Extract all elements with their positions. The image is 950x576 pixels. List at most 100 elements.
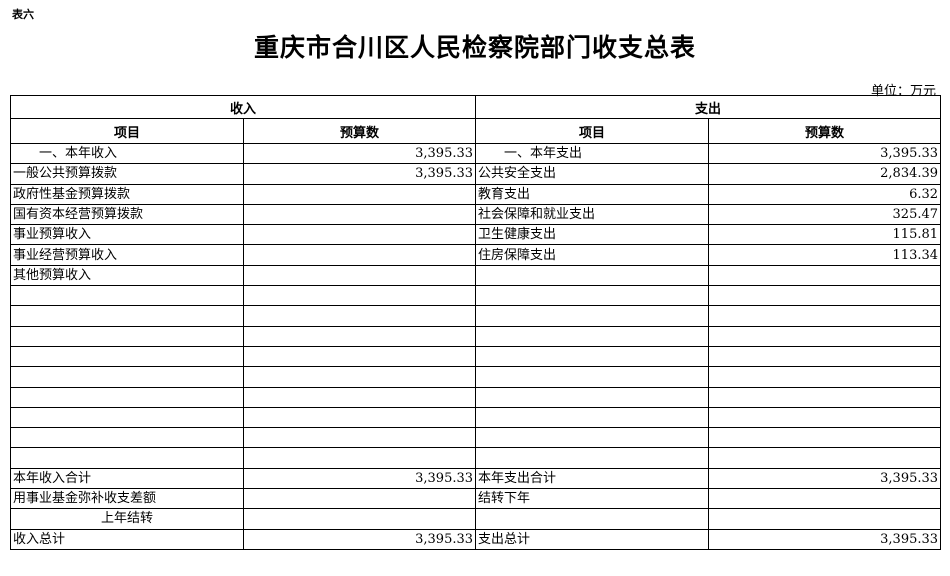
expense-value-cell (708, 427, 942, 449)
income-value-cell: 3,395.33 (242, 528, 477, 550)
expense-value-cell (708, 285, 942, 307)
expense-item-cell (475, 264, 710, 287)
income-item-cell (10, 447, 244, 469)
expense-item-cell: 结转下年 (475, 488, 710, 510)
expense-value-cell: 113.34 (708, 244, 942, 266)
income-value-cell: 3,395.33 (242, 142, 477, 165)
income-item-cell: 上年结转 (10, 508, 244, 530)
income-item-cell (10, 366, 244, 388)
table-row (10, 325, 942, 347)
table-row: 国有资本经营预算拨款 社会保障和就业支出 325.47 (10, 203, 942, 226)
income-budget-header: 预算数 (242, 118, 477, 144)
table-row: 本年收入合计 3,395.33 本年支出合计 3,395.33 (10, 467, 942, 490)
income-item-header: 项目 (10, 118, 244, 144)
expense-budget-header: 预算数 (708, 118, 942, 144)
income-item-cell: 收入总计 (10, 528, 244, 550)
expense-value-cell: 325.47 (708, 203, 942, 226)
income-item-cell (10, 305, 244, 327)
income-item-cell: 政府性基金预算拨款 (10, 183, 244, 205)
expense-value-cell (708, 406, 942, 429)
expense-header: 支出 (475, 95, 942, 119)
expense-item-cell (475, 447, 710, 469)
income-value-cell (242, 325, 477, 347)
expense-value-cell: 3,395.33 (708, 467, 942, 490)
page-title: 重庆市合川区人民检察院部门收支总表 (253, 33, 696, 62)
expense-value-cell (708, 386, 942, 408)
expense-item-cell (475, 305, 710, 327)
income-value-cell: 3,395.33 (242, 467, 477, 490)
income-value-cell (242, 224, 477, 246)
income-item-cell: 本年收入合计 (10, 467, 244, 490)
table-row: 政府性基金预算拨款 教育支出 6.32 (10, 183, 942, 205)
expense-value-cell: 3,395.33 (708, 528, 942, 550)
expense-item-cell: 一、本年支出 (475, 142, 710, 165)
expense-value-cell (708, 508, 942, 530)
income-value-cell: 3,395.33 (242, 163, 477, 185)
expense-item-cell: 卫生健康支出 (475, 224, 710, 246)
budget-table: 收入 支出 项目 预算数 项目 预算数 一、本年收入 3,395.33 一、本年支出… (9, 95, 942, 550)
table-row: 事业预算收入 卫生健康支出 115.81 (10, 224, 942, 246)
income-item-cell (10, 386, 244, 408)
table-row: 事业经营预算收入 住房保障支出 113.34 (10, 244, 942, 266)
table-row: 收入总计 3,395.33 支出总计 3,395.33 (10, 528, 942, 550)
expense-item-cell: 教育支出 (475, 183, 710, 205)
income-item-cell (10, 427, 244, 449)
table-row (10, 285, 942, 307)
expense-item-cell: 住房保障支出 (475, 244, 710, 266)
income-item-cell (10, 285, 244, 307)
income-value-cell (242, 244, 477, 266)
income-value-cell (242, 427, 477, 449)
income-value-cell (242, 386, 477, 408)
expense-item-cell (475, 325, 710, 347)
income-item-cell: 国有资本经营预算拨款 (10, 203, 244, 226)
table-row (10, 447, 942, 469)
expense-item-cell: 公共安全支出 (475, 163, 710, 185)
expense-value-cell (708, 447, 942, 469)
expense-item-cell: 社会保障和就业支出 (475, 203, 710, 226)
income-value-cell (242, 305, 477, 327)
income-item-cell: 用事业基金弥补收支差额 (10, 488, 244, 510)
expense-value-cell (708, 325, 942, 347)
table-row: 上年结转 (10, 508, 942, 530)
expense-value-cell (708, 264, 942, 287)
income-item-cell (10, 325, 244, 347)
table-row (10, 345, 942, 368)
table-tag: 表六 (12, 8, 34, 21)
income-value-cell (242, 366, 477, 388)
income-item-cell: 事业经营预算收入 (10, 244, 244, 266)
income-item-cell: 一般公共预算拨款 (10, 163, 244, 185)
expense-item-cell (475, 508, 710, 530)
expense-item-cell (475, 345, 710, 368)
expense-value-cell (708, 345, 942, 368)
table-row (10, 406, 942, 429)
income-header: 收入 (9, 95, 477, 119)
income-value-cell (242, 183, 477, 205)
income-value-cell (242, 264, 477, 287)
income-item-cell (10, 406, 244, 429)
expense-item-cell (475, 285, 710, 307)
income-value-cell (242, 508, 477, 530)
expense-value-cell (708, 305, 942, 327)
expense-item-cell (475, 427, 710, 449)
table-row (10, 386, 942, 408)
expense-value-cell: 6.32 (708, 183, 942, 205)
table-row (10, 366, 942, 388)
table-row: 一般公共预算拨款 3,395.33 公共安全支出 2,834.39 (10, 163, 942, 185)
expense-item-cell (475, 406, 710, 429)
table-row: 其他预算收入 (10, 264, 942, 287)
income-value-cell (242, 447, 477, 469)
income-item-cell: 其他预算收入 (10, 264, 244, 287)
expense-item-cell: 支出总计 (475, 528, 710, 550)
expense-item-cell (475, 386, 710, 408)
income-value-cell (242, 406, 477, 429)
income-item-cell: 事业预算收入 (10, 224, 244, 246)
table-row (10, 305, 942, 327)
expense-item-header: 项目 (475, 118, 710, 144)
income-value-cell (242, 285, 477, 307)
expense-value-cell: 3,395.33 (708, 142, 942, 165)
expense-value-cell (708, 488, 942, 510)
expense-value-cell: 2,834.39 (708, 163, 942, 185)
table-row: 用事业基金弥补收支差额 结转下年 (10, 488, 942, 510)
expense-value-cell: 115.81 (708, 224, 942, 246)
expense-item-cell: 本年支出合计 (475, 467, 710, 490)
